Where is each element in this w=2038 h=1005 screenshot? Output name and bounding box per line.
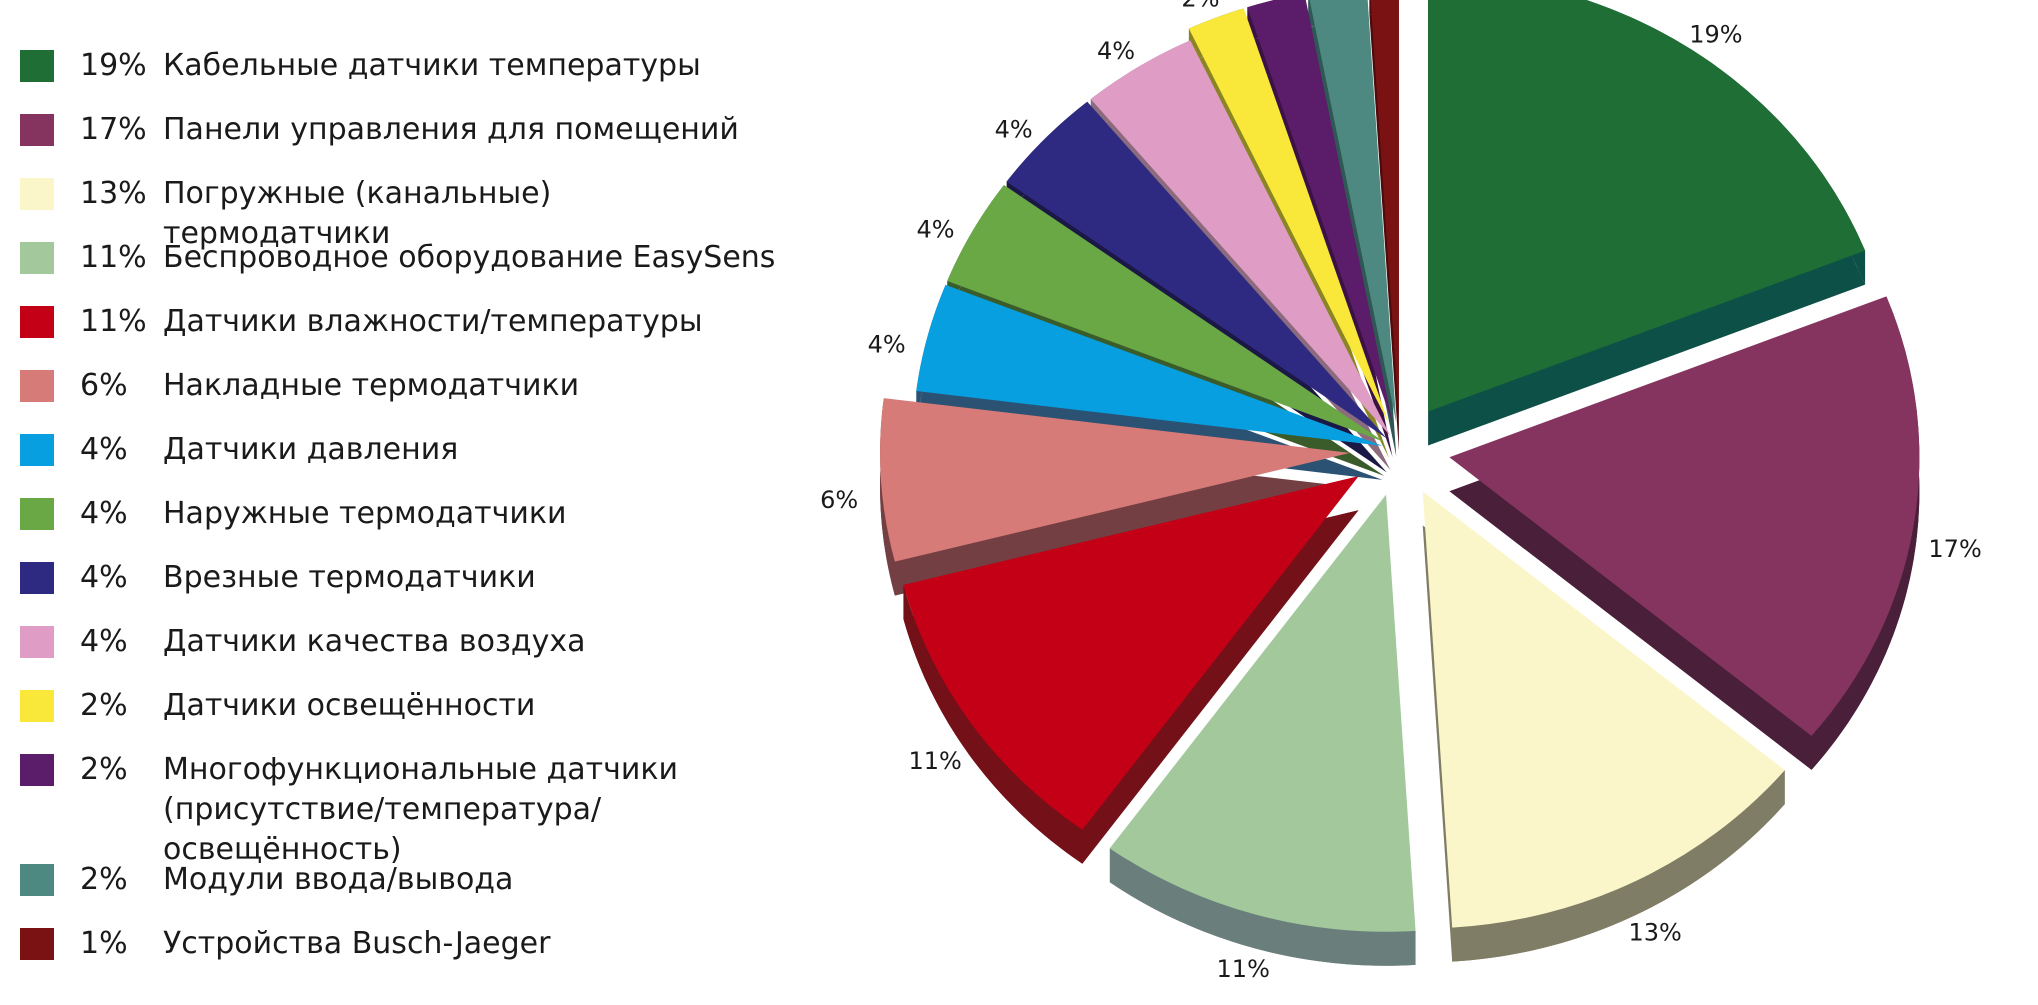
legend-percent: 4% [80, 560, 128, 595]
pie-slice-top [1422, 491, 1785, 928]
legend-swatch [20, 626, 54, 658]
legend-label: Накладные термодатчики [163, 368, 580, 403]
legend-percent: 13% [80, 176, 147, 211]
legend-label: Модули ввода/вывода [163, 862, 514, 897]
legend-swatch [20, 562, 54, 594]
legend-item: 4% Датчики давления [20, 430, 780, 494]
legend-percent: 11% [80, 304, 147, 339]
pie-slice-rim [1109, 848, 1416, 966]
legend-label: Панели управления для помещений [163, 112, 739, 147]
slice-percent-label: 4% [917, 216, 955, 244]
legend-percent: 17% [80, 112, 147, 147]
legend-swatch [20, 498, 54, 530]
pie-slice [1428, 0, 1866, 446]
legend-percent: 11% [80, 240, 147, 275]
slice-percent-label: 4% [995, 116, 1033, 144]
legend-label: Погружные (канальные) термодатчики [163, 176, 552, 251]
legend-swatch [20, 690, 54, 722]
legend-label: Многофункциональные датчики (присутствие… [163, 752, 678, 867]
pie-slice-top [880, 398, 1351, 562]
slice-percent-label: 13% [1628, 919, 1681, 947]
legend-item: 17% Панели управления для помещений [20, 110, 780, 174]
slice-percent-label: 17% [1928, 535, 1981, 563]
legend-label: Врезные термодатчики [163, 560, 536, 595]
legend-item: 4% Наружные термодатчики [20, 494, 780, 558]
pie-slice-rim [1452, 770, 1785, 962]
legend-percent: 1% [80, 926, 128, 961]
slice-percent-label: 19% [1689, 21, 1742, 49]
slice-percent-label: 11% [1217, 955, 1270, 983]
slice-percent-label: 2% [1181, 0, 1219, 12]
legend-label: Беспроводное оборудование EasySens [163, 240, 776, 275]
legend-swatch [20, 928, 54, 960]
pie-slice [916, 284, 1383, 480]
pie-slice-top [1428, 0, 1866, 412]
pie-slice-top [1449, 296, 1920, 736]
pie-slice-top [1309, 0, 1397, 423]
pie-slice-top [1090, 40, 1391, 436]
pie-slice-top [1006, 101, 1387, 439]
pie-slice [1109, 494, 1416, 966]
legend-swatch [20, 50, 54, 82]
pie-slice [903, 476, 1359, 864]
legend-percent: 4% [80, 496, 128, 531]
legend-label: Датчики качества воздуха [163, 624, 586, 659]
legend-label: Устройства Busch-Jaeger [163, 926, 551, 961]
legend-percent: 4% [80, 624, 128, 659]
legend-percent: 19% [80, 48, 147, 83]
legend-percent: 2% [80, 688, 128, 723]
pie-slice [1369, 0, 1399, 451]
pie-slice-rim [903, 584, 1083, 864]
legend-swatch [20, 306, 54, 338]
pie-slice-top [1188, 8, 1389, 425]
pie-slice-rim [880, 398, 895, 596]
pie-slice-top [916, 284, 1383, 446]
pie-slice-rim [1811, 296, 1920, 770]
slice-percent-label: 4% [1097, 37, 1135, 65]
legend-item: 11% Беспроводное оборудование EasySens [20, 238, 780, 302]
legend-label: Наружные термодатчики [163, 496, 567, 531]
slice-percent-label: 4% [868, 330, 906, 358]
pie-chart: 19%17%13%11%11%6%4%4%4%4%2%2%2%1% [820, 0, 1982, 983]
pie-slice [1422, 491, 1785, 962]
pie-slice-top [903, 476, 1359, 830]
legend-item: 19% Кабельные датчики температуры [20, 46, 780, 110]
legend-item: 1% Устройства Busch-Jaeger [20, 924, 780, 988]
legend-label: Датчики освещённости [163, 688, 536, 723]
legend-swatch [20, 242, 54, 274]
slice-percent-label: 6% [820, 486, 858, 514]
legend-label: Датчики давления [163, 432, 459, 467]
legend-swatch [20, 178, 54, 210]
legend-percent: 2% [80, 862, 128, 897]
legend-item: 13% Погружные (канальные) термодатчики [20, 174, 780, 251]
legend-item: 2% Датчики освещённости [20, 686, 780, 750]
legend-item: 4% Датчики качества воздуха [20, 622, 780, 686]
legend-swatch [20, 114, 54, 146]
legend-item: 6% Накладные термодатчики [20, 366, 780, 430]
legend-percent: 2% [80, 752, 128, 787]
legend-percent: 4% [80, 432, 128, 467]
legend-item: 11% Датчики влажности/температуры [20, 302, 780, 366]
legend-item: 2% Модули ввода/вывода [20, 860, 780, 924]
legend-swatch [20, 754, 54, 786]
pie-slice [880, 398, 1351, 596]
legend-swatch [20, 434, 54, 466]
legend-swatch [20, 370, 54, 402]
pie-slice-top [947, 185, 1385, 442]
legend-label: Кабельные датчики температуры [163, 48, 701, 83]
legend: 19% Кабельные датчики температуры 17% Панел… [20, 46, 780, 988]
legend-percent: 6% [80, 368, 128, 403]
legend-swatch [20, 864, 54, 896]
legend-item: 2% Многофункциональные датчики (присутств… [20, 750, 780, 867]
pie-slice-top [1370, 0, 1399, 417]
legend-item: 4% Врезные термодатчики [20, 558, 780, 622]
legend-label: Датчики влажности/температуры [163, 304, 703, 339]
slice-percent-label: 11% [909, 747, 962, 775]
pie-slice-top [1247, 0, 1393, 423]
pie-slice [1449, 296, 1920, 770]
pie-slice-top [1109, 494, 1416, 932]
